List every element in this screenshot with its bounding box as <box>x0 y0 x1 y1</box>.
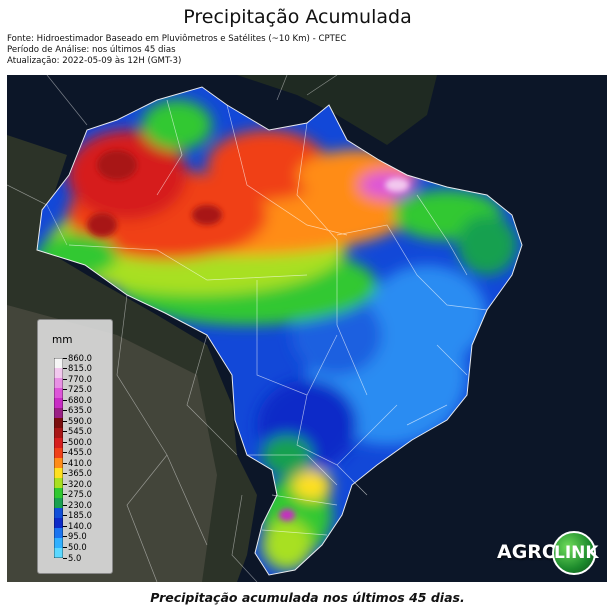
legend-tick-label: 860.0 <box>63 352 92 363</box>
legend-colorbar <box>54 358 63 558</box>
map-title: Precipitação Acumulada <box>183 6 412 28</box>
agrolink-logo: AGRO LINK <box>497 531 607 575</box>
legend-swatch <box>54 418 63 429</box>
legend-ticks: 860.0 815.0 770.0 725.0 680.0 635.0 590.0 545.0… <box>62 353 112 562</box>
legend-tick-label: 770.0 <box>63 373 92 384</box>
legend-tick-label: 50.0 <box>63 541 87 552</box>
legend-tick-label: 500.0 <box>63 436 92 447</box>
legend-swatch <box>54 428 63 439</box>
legend-tick-label: 725.0 <box>63 384 92 395</box>
legend-swatch <box>54 538 63 549</box>
updated-line: Atualização: 2022-05-09 às 12H (GMT-3) <box>7 56 182 66</box>
legend-swatch <box>54 378 63 389</box>
precipitation-map <box>7 75 607 582</box>
legend-swatch <box>54 358 63 369</box>
period-line: Período de Análise: nos últimos 45 dias <box>7 45 176 55</box>
state-borders <box>68 99 488 536</box>
legend-swatch <box>54 398 63 409</box>
legend-tick-label: 185.0 <box>63 510 92 521</box>
logo-text-left: AGRO <box>497 541 559 563</box>
legend-swatch <box>54 508 63 519</box>
legend-tick-label: 140.0 <box>63 520 92 531</box>
legend-tick-label: 410.0 <box>63 457 92 468</box>
legend-swatch <box>54 478 63 489</box>
legend-tick-label: 635.0 <box>63 405 92 416</box>
legend-swatch <box>54 468 63 479</box>
legend-swatch <box>54 548 63 558</box>
legend-unit: mm <box>52 334 73 346</box>
legend-tick-label: 320.0 <box>63 478 92 489</box>
legend-tick-label: 230.0 <box>63 499 92 510</box>
figure-caption: Precipitação acumulada nos últimos 45 di… <box>150 590 465 605</box>
legend-swatch <box>54 448 63 459</box>
legend-tick-label: 275.0 <box>63 489 92 500</box>
legend-tick-label: 365.0 <box>63 468 92 479</box>
source-line: Fonte: Hidroestimador Baseado em Pluviôm… <box>7 34 347 44</box>
legend-tick-label: 590.0 <box>63 415 92 426</box>
brazil-precip-field <box>37 87 522 575</box>
legend-tick-label: 455.0 <box>63 447 92 458</box>
legend-swatch <box>54 528 63 539</box>
legend-swatch <box>54 388 63 399</box>
legend-swatch <box>54 518 63 529</box>
logo-text-right: LINK <box>554 543 599 563</box>
legend-swatch <box>54 408 63 419</box>
legend-swatch <box>54 458 63 469</box>
legend-swatch <box>54 498 63 509</box>
neighbor-borders <box>7 75 338 582</box>
legend-tick-label: 5.0 <box>62 552 82 563</box>
legend-swatch <box>54 438 63 449</box>
legend-tick-label: 545.0 <box>63 426 92 437</box>
map-canvas <box>7 75 607 582</box>
legend-tick-label: 815.0 <box>63 363 92 374</box>
legend-tick-label: 95.0 <box>63 531 87 542</box>
northern-land <box>7 75 437 145</box>
legend-swatch <box>54 488 63 499</box>
color-legend: mm 860.0 815.0 770.0 725.0 680.0 635.0 590.0 54… <box>37 319 113 574</box>
logo-badge: LINK <box>552 531 599 575</box>
legend-swatch <box>54 368 63 379</box>
legend-tick-label: 680.0 <box>63 394 92 405</box>
